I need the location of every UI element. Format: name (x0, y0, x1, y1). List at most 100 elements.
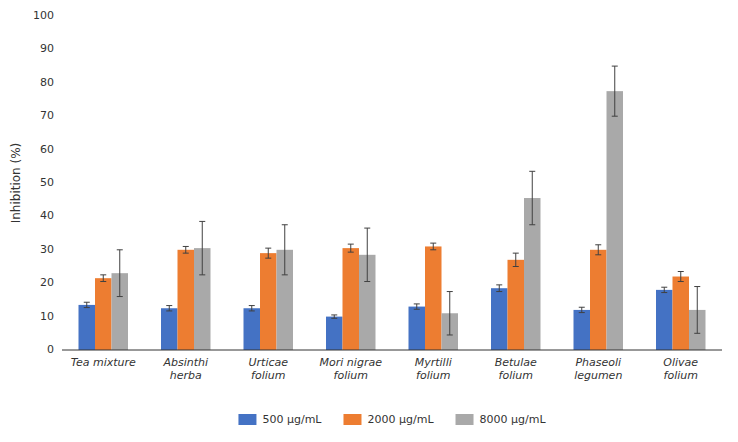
legend-label: 8000 μg/mL (480, 413, 547, 426)
error-cap (364, 281, 370, 282)
error-cap (265, 248, 271, 249)
bar (244, 308, 261, 350)
bar (574, 310, 591, 350)
error-bar (199, 221, 205, 274)
error-cap (579, 307, 585, 308)
bar (326, 317, 343, 350)
error-line (350, 244, 351, 252)
error-bar (414, 304, 420, 309)
bar (79, 305, 96, 350)
error-cap (529, 224, 535, 225)
error-bar (183, 246, 189, 253)
error-line (169, 306, 170, 311)
error-bar (447, 292, 453, 335)
x-tick-line: Tea mixture (71, 356, 136, 369)
legend-item: 2000 μg/mL (343, 413, 434, 426)
bar (590, 250, 607, 350)
error-cap (661, 287, 667, 288)
error-cap (364, 228, 370, 229)
error-cap (100, 281, 106, 282)
error-bar (117, 250, 123, 297)
error-cap (595, 254, 601, 255)
error-line (515, 253, 516, 266)
error-cap (265, 258, 271, 259)
error-line (416, 304, 417, 309)
error-cap (496, 284, 502, 285)
error-bar (612, 66, 618, 116)
error-bar (430, 243, 436, 250)
bar (343, 248, 360, 350)
error-bar (694, 287, 700, 334)
error-cap (166, 305, 172, 306)
bar (161, 308, 178, 350)
error-cap (348, 252, 354, 253)
error-line (251, 306, 252, 311)
error-line (86, 302, 87, 307)
y-axis-label: Inhibition (%) (9, 143, 23, 224)
error-cap (117, 296, 123, 297)
bar (491, 288, 508, 350)
x-tick-line: herba (170, 369, 202, 382)
error-line (284, 225, 285, 275)
y-tick-label: 80 (40, 76, 54, 89)
bar (425, 246, 442, 350)
error-cap (414, 309, 420, 310)
error-bar (595, 245, 601, 255)
y-tick-label: 0 (47, 343, 54, 356)
error-cap (249, 310, 255, 311)
x-tick-label: Olivaefolium (663, 356, 698, 382)
error-cap (199, 274, 205, 275)
error-bar (348, 244, 354, 252)
error-bar (265, 248, 271, 258)
error-cap (612, 116, 618, 117)
y-tick-label: 30 (40, 243, 54, 256)
x-tick-label: Absinthiherba (162, 356, 208, 382)
y-tick-label: 60 (40, 143, 54, 156)
error-cap (199, 221, 205, 222)
error-bar (282, 225, 288, 275)
x-tick-label: Myrtillifolium (415, 356, 452, 382)
y-tick-label: 90 (40, 42, 54, 55)
error-cap (117, 249, 123, 250)
error-cap (447, 334, 453, 335)
legend-label: 2000 μg/mL (367, 413, 434, 426)
error-cap (249, 305, 255, 306)
error-line (449, 292, 450, 335)
error-cap (84, 307, 90, 308)
legend-swatch (238, 414, 256, 425)
error-line (532, 171, 533, 224)
error-line (614, 66, 615, 116)
bar (607, 91, 624, 350)
y-tick-label: 10 (40, 310, 54, 323)
chart-container: 0102030405060708090100Inhibition (%)Tea … (0, 0, 738, 442)
y-tick-label: 20 (40, 276, 54, 289)
x-tick-label: Urticaefolium (249, 356, 289, 382)
error-cap (430, 249, 436, 250)
error-bar (249, 306, 255, 311)
error-line (664, 287, 665, 292)
error-line (119, 250, 120, 297)
error-line (185, 246, 186, 253)
x-tick-label: Phaseolilegumen (574, 356, 622, 382)
x-tick-line: Betulae (495, 356, 537, 369)
error-cap (496, 291, 502, 292)
error-cap (513, 266, 519, 267)
bar (673, 277, 690, 350)
error-line (334, 315, 335, 318)
legend-swatch (343, 414, 361, 425)
error-cap (331, 318, 337, 319)
x-tick-line: folium (334, 369, 368, 382)
error-bar (661, 287, 667, 292)
error-cap (84, 302, 90, 303)
chart: 0102030405060708090100Inhibition (%)Tea … (0, 0, 738, 442)
x-tick-label: Mori nigraefolium (320, 356, 383, 382)
error-cap (282, 224, 288, 225)
x-tick-line: folium (499, 369, 533, 382)
error-cap (513, 253, 519, 254)
error-cap (348, 244, 354, 245)
error-cap (183, 246, 189, 247)
error-bar (496, 285, 502, 292)
x-tick-line: folium (416, 369, 450, 382)
x-tick-line: Urticae (249, 356, 289, 369)
error-cap (529, 171, 535, 172)
